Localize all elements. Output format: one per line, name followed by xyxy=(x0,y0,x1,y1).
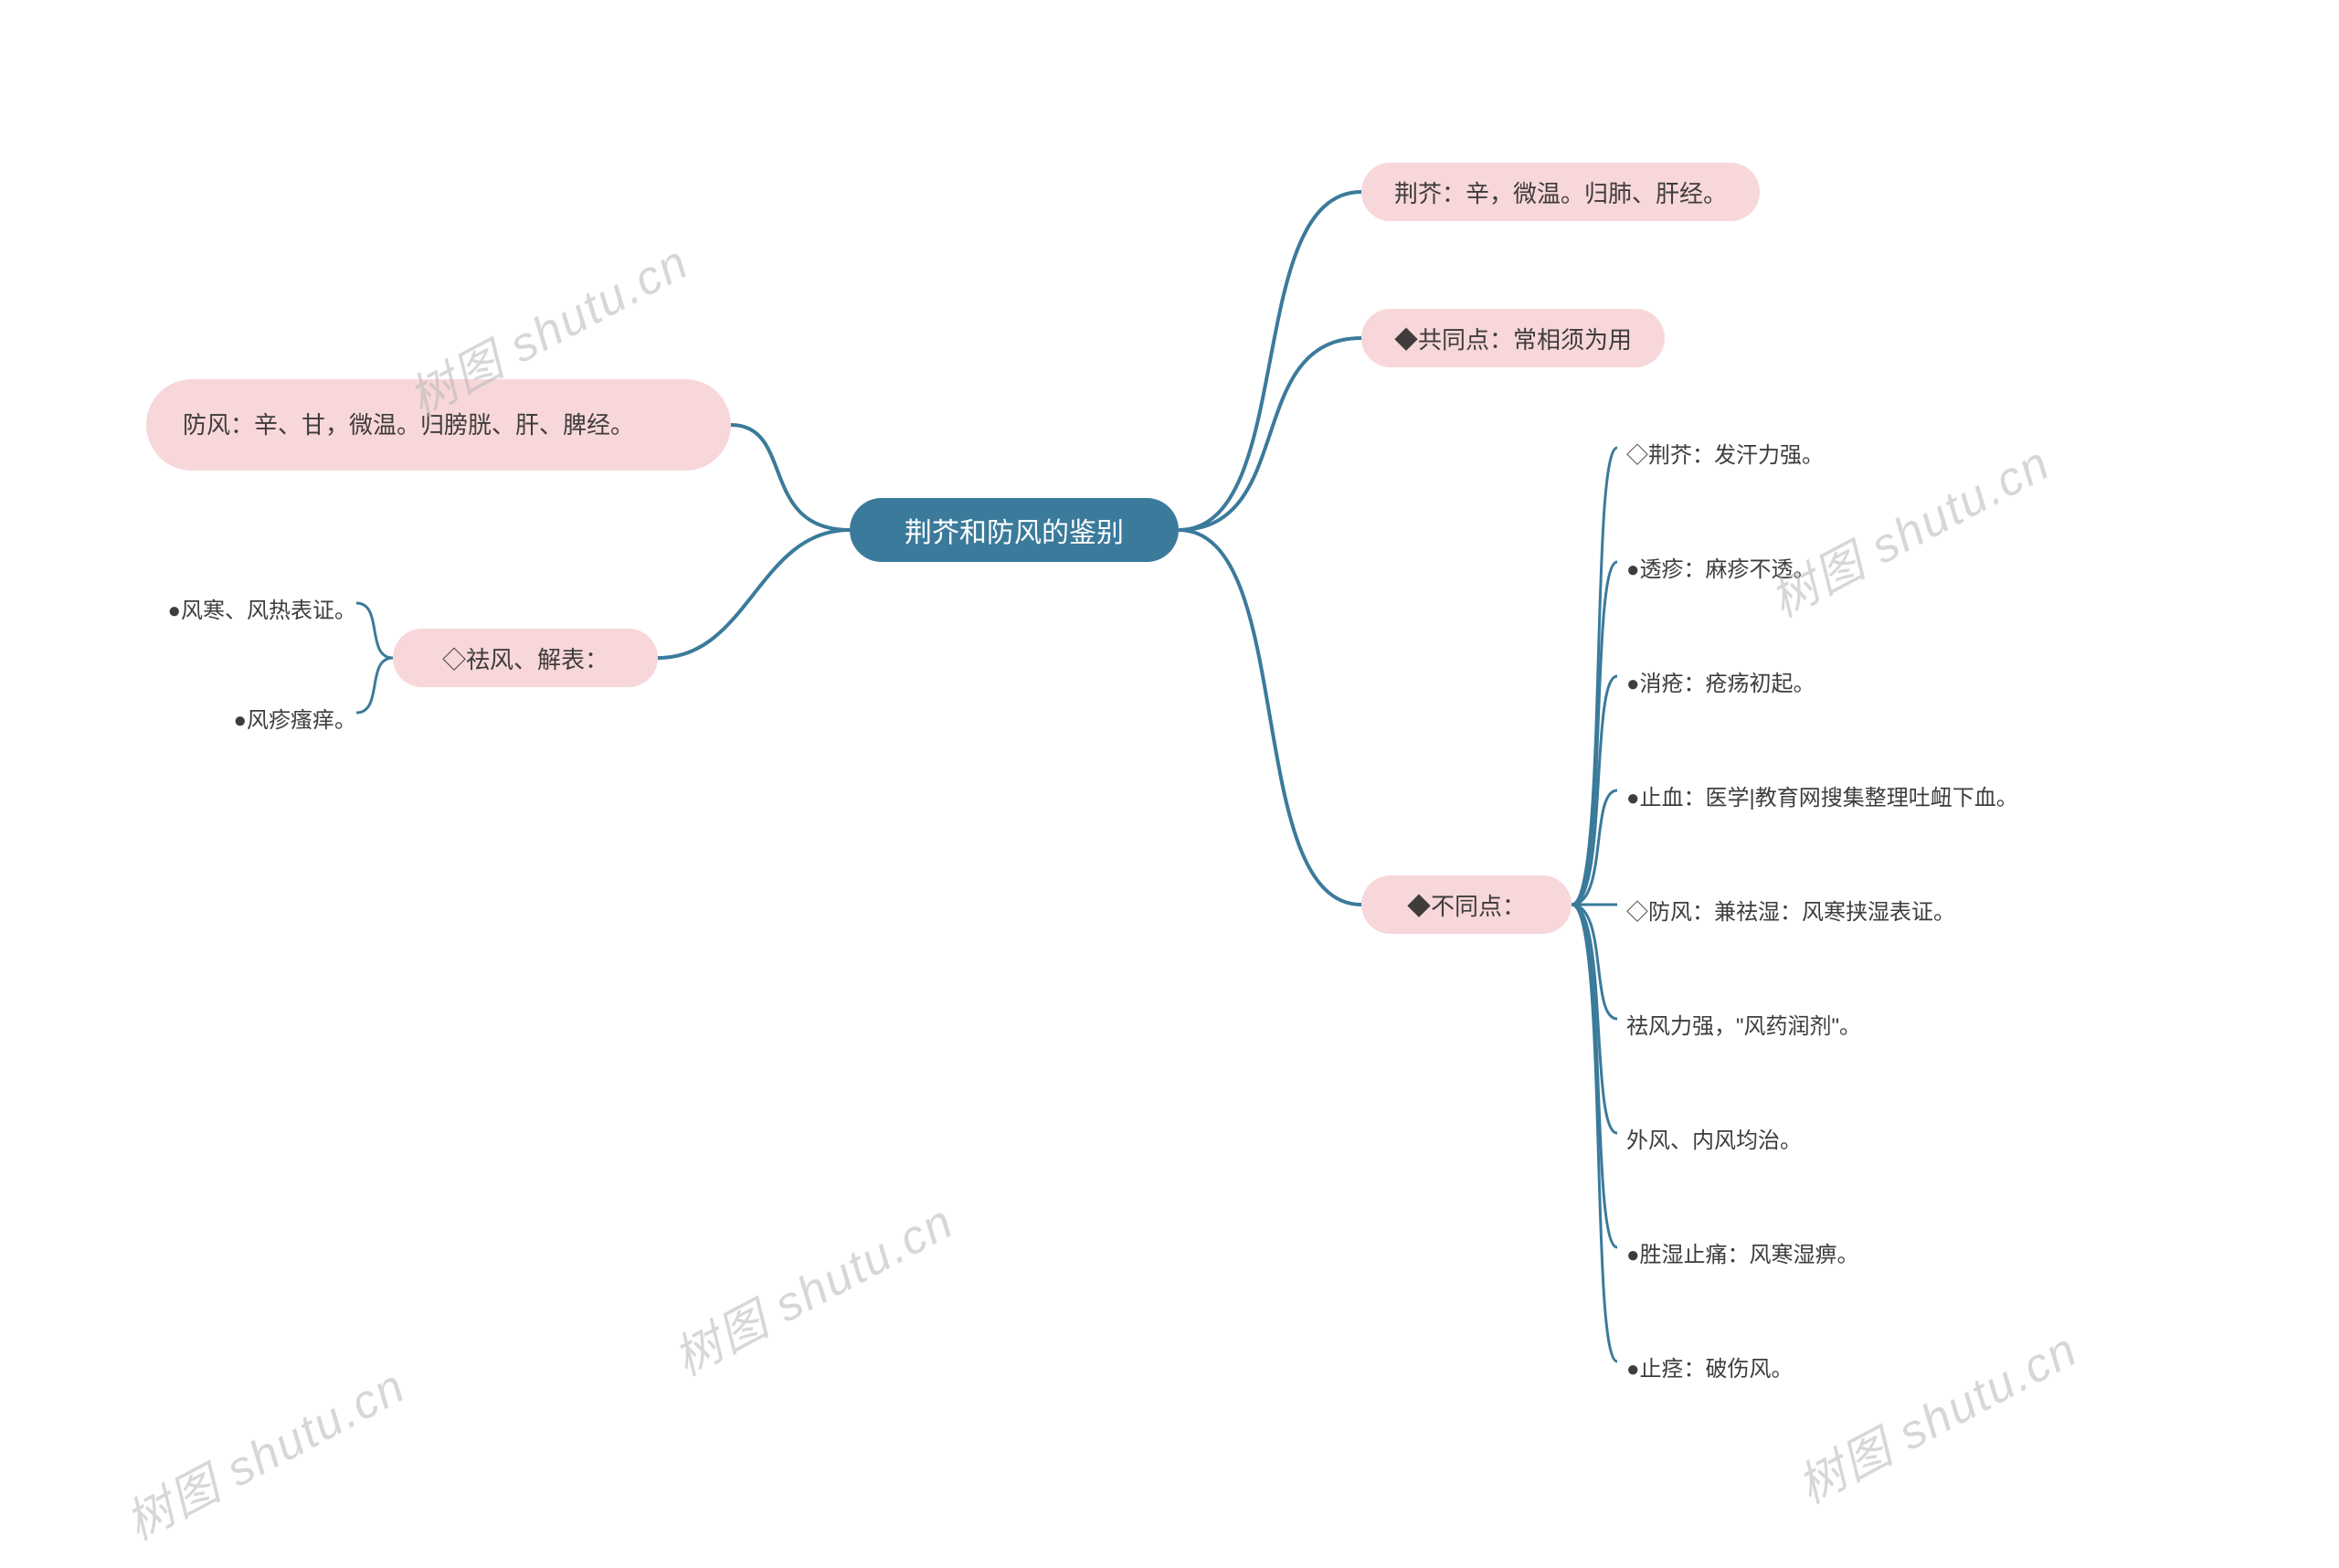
node-diff: ◆不同点： xyxy=(1361,875,1572,934)
node-diff-label: ◆不同点： xyxy=(1407,888,1526,922)
diff-leaf-1: ●透疹：麻疹不透。 xyxy=(1626,551,1815,583)
watermark: 树图 shutu.cn xyxy=(660,1183,964,1388)
node-fangfeng-label: 防风：辛、甘，微温。归膀胱、肝、脾经。 xyxy=(183,408,634,443)
diff-leaf-4: ◇防风：兼祛湿：风寒挟湿表证。 xyxy=(1626,894,1955,926)
diff-leaf-5: 祛风力强，"风药润剂"。 xyxy=(1626,1008,1861,1040)
watermark: 树图 shutu.cn xyxy=(1783,1311,2088,1516)
diff-leaf-6: 外风、内风均治。 xyxy=(1626,1122,1802,1154)
diff-leaf-3: ●止血：医学|教育网搜集整理吐衄下血。 xyxy=(1626,779,2018,811)
diff-leaf-2: ●消疮：疮疡初起。 xyxy=(1626,665,1815,697)
node-jingjie: 荆芥：辛，微温。归肺、肝经。 xyxy=(1361,163,1760,221)
root-node: 荆芥和防风的鉴别 xyxy=(850,498,1179,562)
node-qufeng-label: ◇祛风、解表： xyxy=(442,641,609,675)
node-jingjie-label: 荆芥：辛，微温。归肺、肝经。 xyxy=(1394,175,1727,209)
diff-leaf-8: ●止痉：破伤风。 xyxy=(1626,1351,1794,1383)
node-qufeng: ◇祛风、解表： xyxy=(393,629,658,687)
node-fangfeng: 防风：辛、甘，微温。归膀胱、肝、脾经。 xyxy=(146,379,731,471)
root-label: 荆芥和防风的鉴别 xyxy=(905,510,1124,550)
diff-leaf-0: ◇荆芥：发汗力强。 xyxy=(1626,437,1824,469)
diff-leaf-7: ●胜湿止痛：风寒湿痹。 xyxy=(1626,1236,1859,1268)
qufeng-leaf-0: ●风寒、风热表证。 xyxy=(128,592,356,624)
node-common-label: ◆共同点：常相须为用 xyxy=(1394,322,1632,355)
node-common: ◆共同点：常相须为用 xyxy=(1361,309,1665,367)
watermark: 树图 shutu.cn xyxy=(111,1348,416,1552)
qufeng-leaf-1: ●风疹瘙痒。 xyxy=(128,702,356,734)
